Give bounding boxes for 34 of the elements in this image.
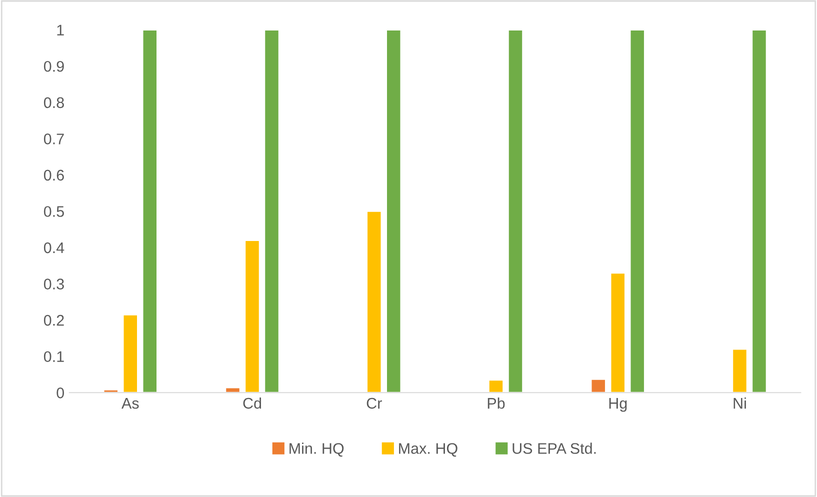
y-tick-label: 0.2 — [44, 314, 64, 326]
y-tick-label: 0.5 — [44, 206, 64, 217]
bar — [590, 378, 606, 393]
x-tick-label: Cr — [366, 398, 382, 409]
x-tick-label: Cd — [243, 397, 262, 409]
bar — [122, 314, 138, 393]
bar — [366, 210, 382, 393]
y-tick-label: 0.6 — [44, 170, 64, 181]
y-tick-label: 0.8 — [44, 97, 64, 108]
bar — [386, 30, 402, 393]
bar — [732, 348, 748, 393]
bar — [610, 272, 626, 393]
legend-label: US EPA Std. — [512, 442, 596, 454]
bar — [142, 30, 158, 393]
bar — [751, 30, 768, 393]
x-tick-label: Hg — [609, 398, 627, 412]
x-tick-label: Pb — [488, 397, 505, 409]
bar — [264, 30, 280, 393]
bar — [507, 30, 524, 393]
bar — [488, 379, 504, 393]
y-tick-label: 0.1 — [44, 351, 64, 362]
y-tick-label: 0.7 — [44, 134, 64, 144]
y-tick-label: 1 — [57, 24, 64, 36]
bar — [244, 240, 260, 393]
x-tick-label: Ni — [734, 397, 746, 409]
legend-label: Min. HQ — [290, 442, 344, 457]
bar — [224, 386, 241, 393]
x-tick-label: As — [121, 398, 139, 409]
y-tick-label: 0.9 — [44, 60, 64, 72]
y-tick-label: 0.4 — [44, 242, 64, 254]
legend-label: Max. HQ — [399, 443, 458, 457]
y-tick-label: 0.3 — [44, 278, 64, 290]
bar — [629, 30, 646, 393]
y-tick-label: 0 — [56, 388, 64, 398]
